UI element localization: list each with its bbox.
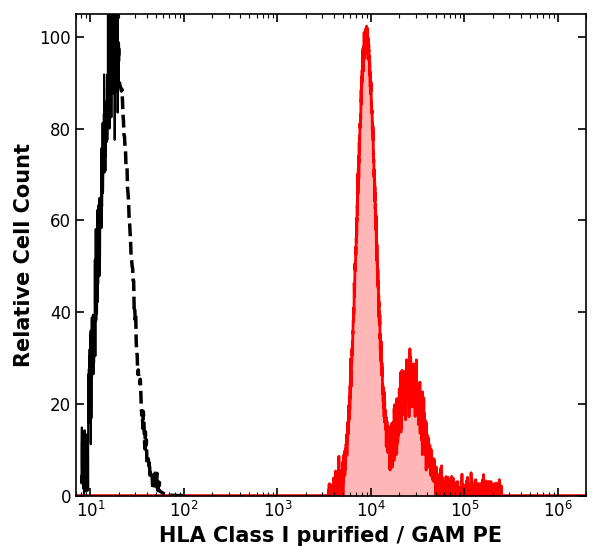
X-axis label: HLA Class I purified / GAM PE: HLA Class I purified / GAM PE [160,526,503,546]
Y-axis label: Relative Cell Count: Relative Cell Count [14,143,34,367]
